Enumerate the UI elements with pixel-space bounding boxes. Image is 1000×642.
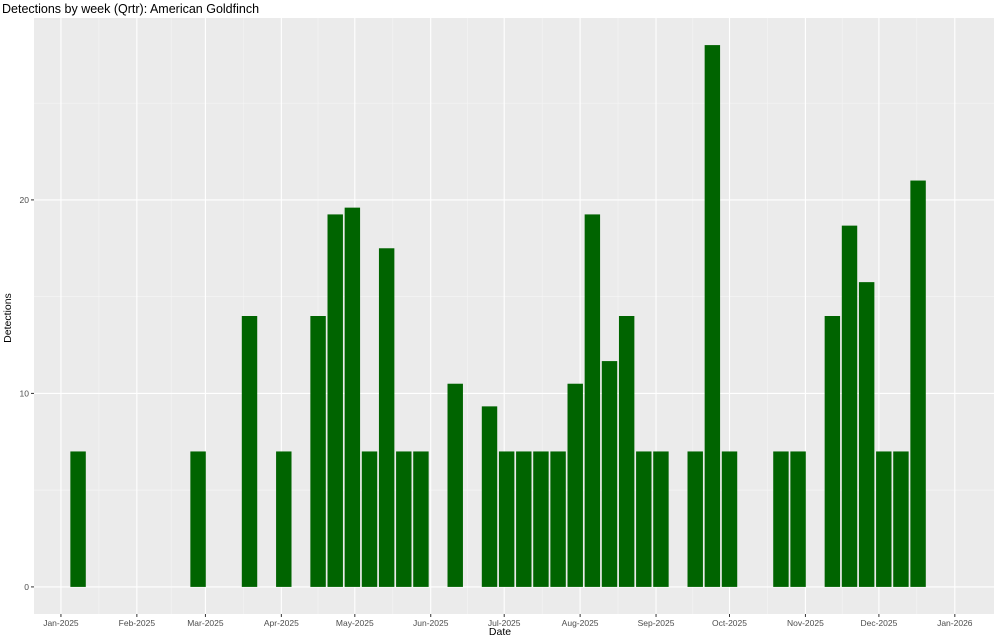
bar (893, 451, 909, 587)
bar (636, 451, 652, 587)
bar (841, 225, 858, 587)
bar (276, 451, 292, 587)
y-tick-label: 0 (24, 582, 29, 592)
x-tick-label: Jan-2026 (937, 618, 973, 628)
bar (876, 451, 892, 587)
bar (618, 316, 635, 587)
bar (584, 214, 601, 587)
bar (858, 282, 875, 587)
bar (567, 383, 583, 587)
bar (516, 451, 532, 587)
bar (533, 451, 549, 587)
bar (327, 214, 343, 587)
x-tick-label: Oct-2025 (712, 618, 747, 628)
bar (498, 451, 515, 587)
bar (413, 451, 429, 587)
bar (241, 316, 258, 587)
bar (481, 406, 498, 587)
bar (824, 316, 841, 587)
x-tick-label: Mar-2025 (187, 618, 224, 628)
bar (601, 361, 618, 587)
x-tick-label: Jun-2025 (413, 618, 449, 628)
y-tick-label: 10 (20, 388, 30, 398)
x-tick-label: Feb-2025 (119, 618, 156, 628)
x-tick-label: May-2025 (336, 618, 374, 628)
bar (687, 451, 703, 587)
x-tick-label: Jan-2025 (43, 618, 79, 628)
bar (378, 248, 395, 587)
bar (361, 451, 378, 587)
bar (550, 451, 566, 587)
bar (721, 451, 738, 587)
x-tick-label: Jul-2025 (488, 618, 521, 628)
y-axis: 0 10 20 (20, 195, 34, 592)
bar (447, 383, 463, 587)
bar (653, 451, 669, 587)
bar-series (70, 45, 926, 587)
y-tick-label: 20 (20, 195, 30, 205)
x-axis-title: Date (488, 626, 512, 638)
bar (190, 451, 206, 587)
bar (773, 451, 789, 587)
bar (790, 451, 806, 587)
x-tick-label: Apr-2025 (264, 618, 299, 628)
x-tick-label: Dec-2025 (860, 618, 897, 628)
x-axis: Jan-2025 Feb-2025 Mar-2025 Apr-2025 May-2025… (43, 614, 973, 628)
chart-title: Detections by week (Qrtr): American Gold… (2, 2, 260, 16)
bar (704, 45, 721, 587)
bar (910, 180, 926, 587)
bar (310, 316, 326, 587)
bar (396, 451, 412, 587)
x-tick-label: Sep-2025 (638, 618, 675, 628)
bar (70, 451, 86, 587)
x-tick-label: Aug-2025 (562, 618, 599, 628)
bar (344, 207, 361, 587)
x-tick-label: Nov-2025 (787, 618, 824, 628)
